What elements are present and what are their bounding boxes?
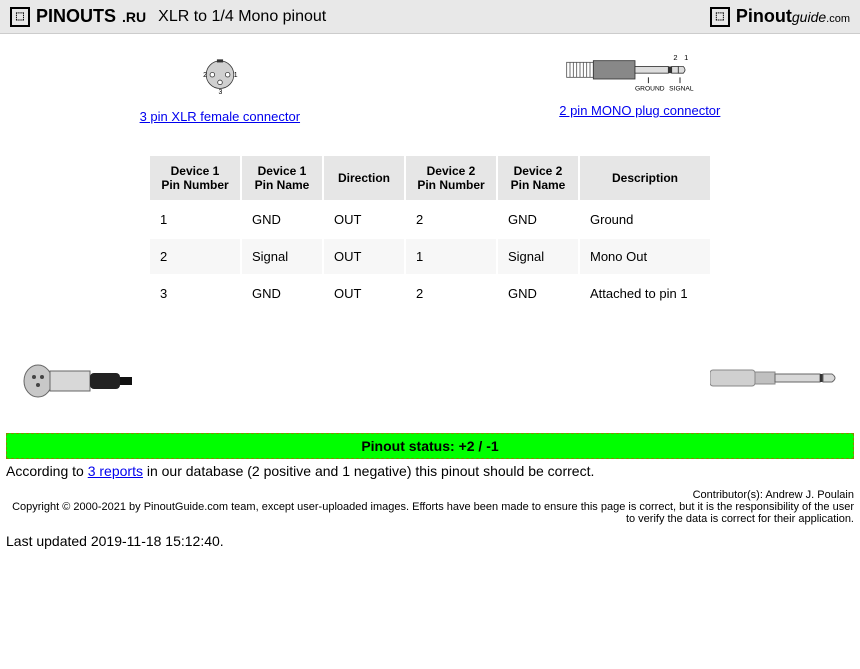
svg-text:1: 1 xyxy=(234,72,238,79)
copyright-line: Copyright © 2000-2021 by PinoutGuide.com… xyxy=(6,501,854,525)
last-updated: Last updated 2019-11-18 15:12:40. xyxy=(0,527,860,555)
mono-connector-block: GROUND SIGNAL 2 1 2 pin MONO plug connec… xyxy=(559,54,720,124)
status-bar: Pinout status: +2 / -1 xyxy=(6,433,854,459)
reports-prefix: According to xyxy=(6,463,88,479)
svg-text:3: 3 xyxy=(218,89,222,96)
reports-summary: According to 3 reports in our database (… xyxy=(0,459,860,483)
footer: Contributor(s): Andrew J. Poulain Copyri… xyxy=(0,483,860,527)
table-cell: Signal xyxy=(498,239,578,274)
xlr-connector-link[interactable]: 3 pin XLR female connector xyxy=(140,109,300,124)
reports-suffix: in our database (2 positive and 1 negati… xyxy=(143,463,594,479)
header-left: ⬚ PINOUTS .RU XLR to 1/4 Mono pinout xyxy=(10,6,326,27)
connector-photos xyxy=(0,343,860,433)
pinout-table: Device 1Pin NumberDevice 1Pin NameDirect… xyxy=(148,154,712,313)
table-row: 2SignalOUT1SignalMono Out xyxy=(150,239,710,274)
table-header: Direction xyxy=(324,156,404,200)
table-cell: 3 xyxy=(150,276,240,311)
connector-icon: ⬚ xyxy=(10,7,30,27)
xlr-diagram-icon: 1 2 3 xyxy=(197,54,243,100)
table-cell: GND xyxy=(242,276,322,311)
table-cell: OUT xyxy=(324,276,404,311)
logo-dotcom: .com xyxy=(826,13,850,25)
table-cell: GND xyxy=(498,202,578,237)
logo-pinouts-ru[interactable]: ⬚ PINOUTS .RU xyxy=(10,6,146,27)
connector-icon: ⬚ xyxy=(710,7,730,27)
page-header: ⬚ PINOUTS .RU XLR to 1/4 Mono pinout ⬚ Pi… xyxy=(0,0,860,34)
xlr-connector-block: 1 2 3 3 pin XLR female connector xyxy=(140,54,300,124)
signal-label: SIGNAL xyxy=(669,86,694,93)
svg-text:1: 1 xyxy=(684,54,688,62)
table-cell: GND xyxy=(498,276,578,311)
table-cell: Signal xyxy=(242,239,322,274)
logo-pinoutguide[interactable]: ⬚ Pinoutguide.com xyxy=(710,6,850,27)
logo-guide: guide xyxy=(792,9,826,25)
table-row: 3GNDOUT2GNDAttached to pin 1 xyxy=(150,276,710,311)
status-value: +2 / -1 xyxy=(459,438,499,454)
ground-label: GROUND xyxy=(635,86,665,93)
contributor-line: Contributor(s): Andrew J. Poulain xyxy=(6,489,854,501)
mono-plug-photo-icon xyxy=(710,358,840,398)
status-label: Pinout status: xyxy=(361,438,458,454)
table-row: 1GNDOUT2GNDGround xyxy=(150,202,710,237)
table-header: Device 1Pin Name xyxy=(242,156,322,200)
logo-text: PINOUTS xyxy=(36,6,116,27)
svg-text:2: 2 xyxy=(203,72,207,79)
table-cell: GND xyxy=(242,202,322,237)
table-cell: 2 xyxy=(150,239,240,274)
table-header: Device 2Pin Name xyxy=(498,156,578,200)
page-title: XLR to 1/4 Mono pinout xyxy=(158,8,326,26)
table-cell: Mono Out xyxy=(580,239,710,274)
table-cell: Attached to pin 1 xyxy=(580,276,710,311)
logo-main: Pinout xyxy=(736,6,792,26)
table-cell: 2 xyxy=(406,202,496,237)
connector-diagrams: 1 2 3 3 pin XLR female connector GROUND … xyxy=(0,34,860,134)
svg-text:2: 2 xyxy=(673,54,677,62)
mono-plug-diagram-icon: GROUND SIGNAL 2 1 xyxy=(565,54,715,94)
xlr-photo-icon xyxy=(20,353,140,403)
reports-link[interactable]: 3 reports xyxy=(88,463,143,479)
table-header: Device 2Pin Number xyxy=(406,156,496,200)
table-header: Description xyxy=(580,156,710,200)
table-cell: 2 xyxy=(406,276,496,311)
table-cell: Ground xyxy=(580,202,710,237)
table-cell: OUT xyxy=(324,239,404,274)
logo-suffix: .RU xyxy=(122,9,146,25)
table-cell: 1 xyxy=(150,202,240,237)
table-cell: 1 xyxy=(406,239,496,274)
table-cell: OUT xyxy=(324,202,404,237)
table-header: Device 1Pin Number xyxy=(150,156,240,200)
mono-connector-link[interactable]: 2 pin MONO plug connector xyxy=(559,103,720,118)
